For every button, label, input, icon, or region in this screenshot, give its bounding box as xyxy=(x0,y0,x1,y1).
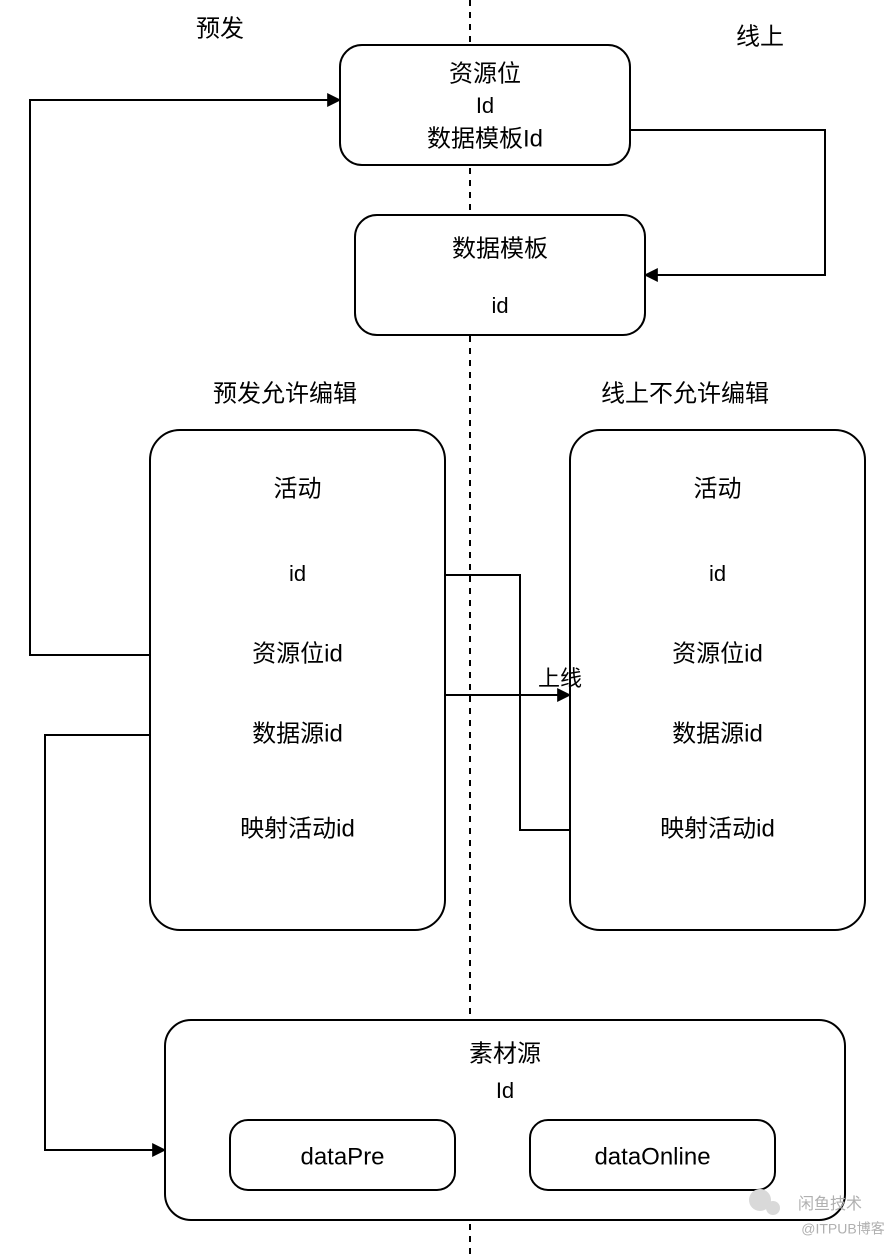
node-activity_online-line-4: 映射活动id xyxy=(660,815,775,842)
node-activity_online-line-2: 资源位id xyxy=(672,640,763,667)
node-template-line-1: id xyxy=(491,293,508,318)
label-online_env: 线上 xyxy=(736,23,784,50)
node-activity_pre-line-2: 资源位id xyxy=(252,640,343,667)
node-data_online-line-0: dataOnline xyxy=(594,1143,710,1170)
label-online_edit: 线上不允许编辑 xyxy=(601,380,769,407)
edge-e3_activity_dataid_to_material xyxy=(45,735,165,1150)
node-activity_online: 活动 id 资源位id 数据源id 映射活动id xyxy=(570,430,865,930)
node-template: 数据模板 id xyxy=(355,215,645,335)
node-resource-line-1: Id xyxy=(476,93,494,118)
node-activity_online-line-1: id xyxy=(709,561,726,586)
label-go_online: 上线 xyxy=(538,666,582,691)
node-data_pre: dataPre xyxy=(230,1120,455,1190)
label-watermark_source: @ITPUB博客 xyxy=(801,1221,884,1237)
label-pre_env: 预发 xyxy=(196,15,244,42)
node-data_pre-line-0: dataPre xyxy=(300,1143,384,1170)
node-activity_pre: 活动 id 资源位id 数据源id 映射活动id xyxy=(150,430,445,930)
edge-e1_resource_to_template xyxy=(630,130,825,275)
node-resource-line-2: 数据模板Id xyxy=(427,125,543,152)
node-activity_pre-line-0: 活动 xyxy=(274,475,322,502)
node-material-line-1: Id xyxy=(496,1078,514,1103)
node-activity_pre-line-1: id xyxy=(289,561,306,586)
node-template-line-0: 数据模板 xyxy=(452,235,548,262)
label-pre_edit: 预发允许编辑 xyxy=(213,380,357,407)
node-material-line-0: 素材源 xyxy=(469,1040,541,1067)
node-activity_pre-line-4: 映射活动id xyxy=(240,815,355,842)
node-data_online: dataOnline xyxy=(530,1120,775,1190)
label-watermark_brand: 闲鱼技术 xyxy=(798,1195,862,1213)
node-activity_pre-line-3: 数据源id xyxy=(252,720,343,747)
node-resource-line-0: 资源位 xyxy=(449,60,521,87)
node-activity_online-line-3: 数据源id xyxy=(672,720,763,747)
node-activity_online-line-0: 活动 xyxy=(694,475,742,502)
node-resource: 资源位 Id 数据模板Id xyxy=(340,45,630,165)
